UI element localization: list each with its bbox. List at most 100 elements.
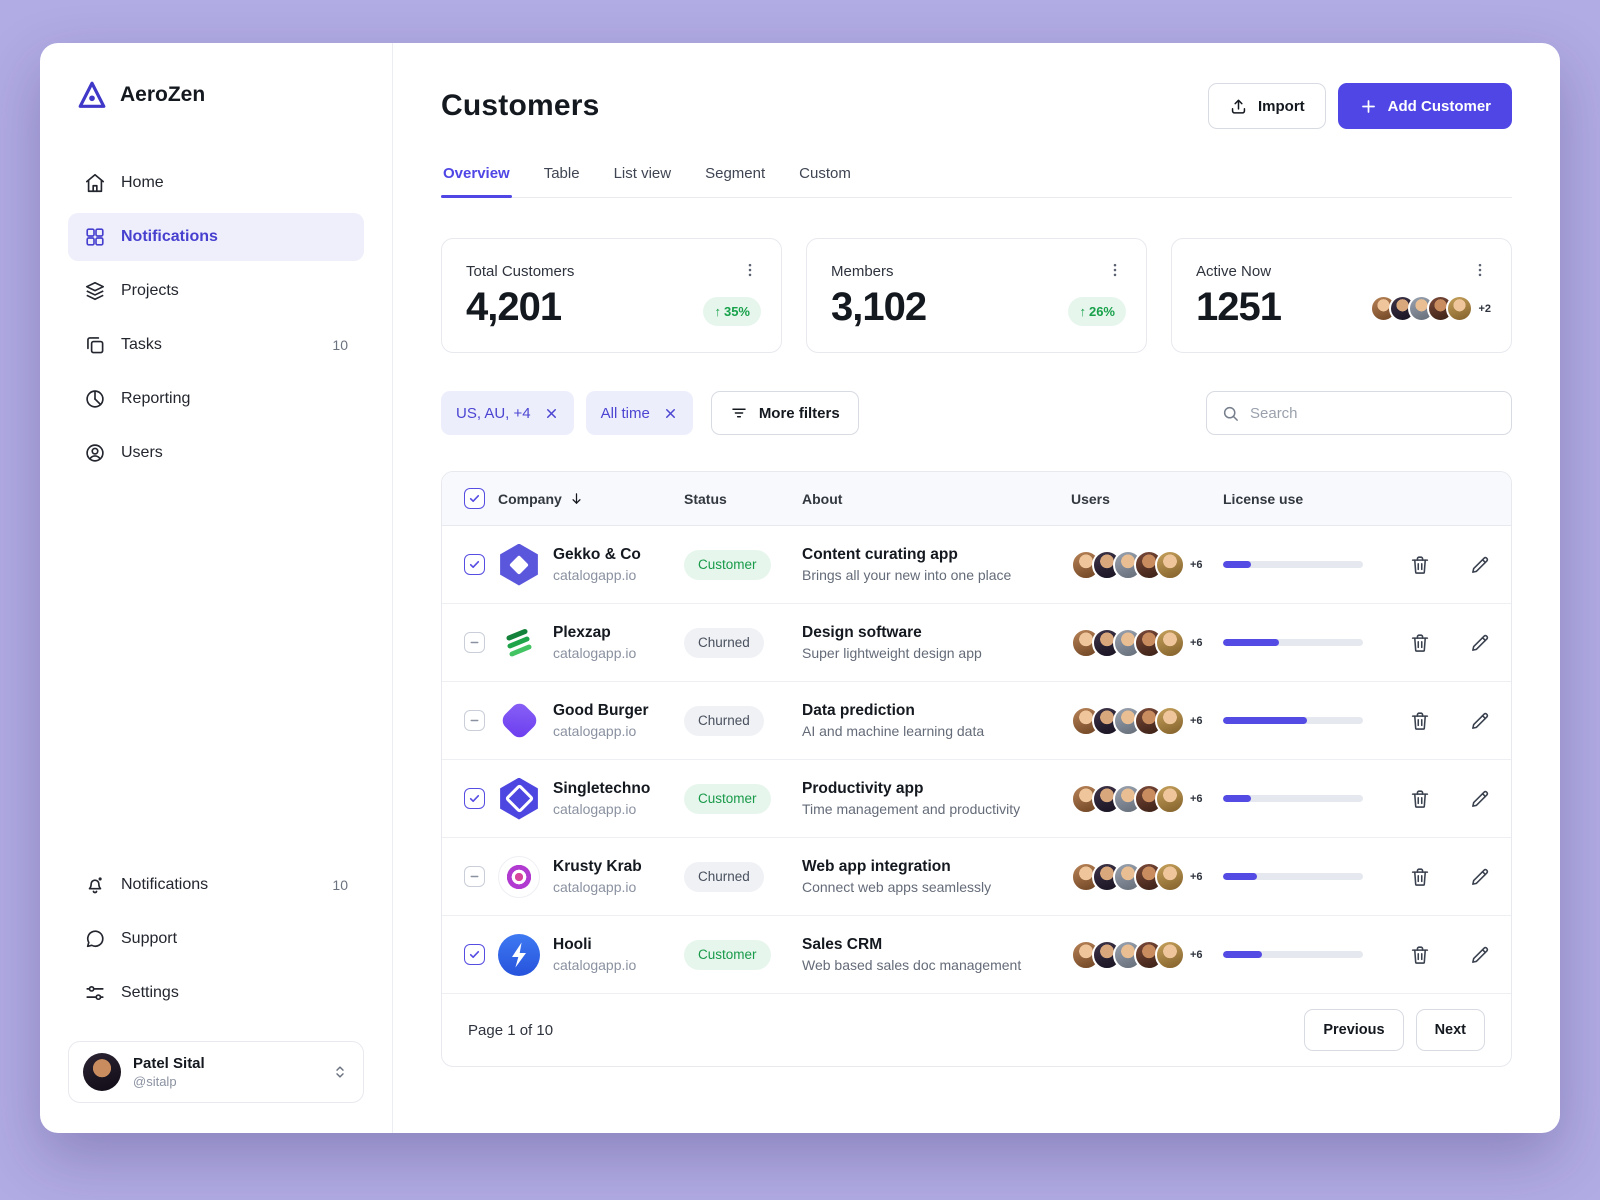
edit-button[interactable] [1469,788,1491,810]
user-menu[interactable]: Patel Sital @sitalp [68,1041,364,1103]
company-name: Plexzap [553,624,611,641]
avatar-stack [1071,939,1185,970]
sidebar-item-notifications[interactable]: Notifications [68,213,364,261]
row-checkbox[interactable] [464,865,485,887]
column-header-company[interactable]: Company [498,490,562,507]
about-title: Data prediction [802,702,915,719]
delete-button[interactable] [1409,554,1431,576]
sidebar-item-home[interactable]: Home [68,159,364,207]
avatar-stack [1071,549,1185,580]
import-button[interactable]: Import [1207,83,1326,129]
stat-value: 1251 [1196,285,1282,329]
tab-segment[interactable]: Segment [705,165,766,182]
about-subtitle: Connect web apps seamlessly [802,879,992,895]
tab-custom[interactable]: Custom [799,165,851,182]
delete-button[interactable] [1409,710,1431,732]
company-cell[interactable]: Good Burger catalogapp.io [498,700,684,742]
license-progress-fill [1223,561,1251,568]
search-box[interactable] [1206,391,1512,435]
search-input[interactable] [1250,404,1497,422]
row-checkbox[interactable] [464,787,485,809]
more-filters-button[interactable]: More filters [710,391,859,435]
kebab-menu-icon[interactable] [739,259,761,281]
kebab-menu-icon[interactable] [1104,259,1126,281]
select-all-checkbox[interactable] [464,488,485,509]
tab-table[interactable]: Table [543,165,580,182]
company-cell[interactable]: Gekko & Co catalogapp.io [498,543,684,586]
delete-button[interactable] [1409,944,1431,966]
notifications-count-badge: 10 [332,877,348,893]
table-row: Plexzap catalogapp.io Churned Design sof… [442,604,1511,682]
edit-button[interactable] [1469,554,1491,576]
filter-chip-region[interactable]: US, AU, +4 [441,391,574,435]
column-header-about[interactable]: About [802,490,843,507]
delete-button[interactable] [1409,632,1431,654]
company-logo [498,933,540,976]
close-icon[interactable] [663,406,678,421]
row-checkbox[interactable] [464,631,485,653]
about-subtitle: Time management and productivity [802,801,1021,817]
license-progress-fill [1223,717,1307,724]
filter-chip-time[interactable]: All time [585,391,693,435]
company-logo [498,700,540,742]
edit-button[interactable] [1469,710,1491,732]
sidebar-item-label: Settings [121,984,179,1001]
pie-chart-icon [84,388,106,410]
company-cell[interactable]: Krusty Krab catalogapp.io [498,855,684,898]
column-header-status[interactable]: Status [684,490,727,507]
brand-name: AeroZen [120,83,206,106]
sidebar-item-reporting[interactable]: Reporting [68,375,364,423]
stat-card-active-now: Active Now 1251 +2 [1171,238,1512,353]
sidebar-item-projects[interactable]: Projects [68,267,364,315]
sidebar-item-support[interactable]: Support [68,915,364,963]
edit-button[interactable] [1469,632,1491,654]
column-header-users[interactable]: Users [1071,490,1110,507]
previous-page-button[interactable]: Previous [1304,1009,1404,1051]
next-page-button[interactable]: Next [1415,1009,1485,1051]
license-progress-bar [1223,717,1363,724]
chat-bubble-icon [84,928,106,950]
license-progress-fill [1223,795,1251,802]
table-footer: Page 1 of 10 Previous Next [442,994,1511,1066]
company-cell[interactable]: Hooli catalogapp.io [498,933,684,976]
sort-descending-icon[interactable] [569,491,584,506]
avatar [1155,549,1185,580]
sidebar-item-settings[interactable]: Settings [68,969,364,1017]
active-users-avatar-stack: +2 [1370,295,1491,322]
about-title: Sales CRM [802,936,883,953]
sidebar-item-label: Reporting [121,390,191,407]
avatar [1155,627,1185,658]
edit-button[interactable] [1469,866,1491,888]
about-title: Web app integration [802,858,951,875]
dashboard-grid-icon [84,226,106,248]
kebab-menu-icon[interactable] [1469,259,1491,281]
sidebar-item-users[interactable]: Users [68,429,364,477]
delete-button[interactable] [1409,866,1431,888]
company-logo [498,622,540,664]
avatar [1155,861,1185,892]
row-checkbox[interactable] [464,943,485,965]
tab-list-view[interactable]: List view [613,165,672,182]
status-badge: Customer [684,783,771,814]
tasks-count-badge: 10 [332,337,348,353]
stat-card-total-customers: Total Customers 4,201 35% [441,238,782,353]
edit-button[interactable] [1469,944,1491,966]
company-logo [498,855,540,898]
close-icon[interactable] [544,406,559,421]
row-checkbox[interactable] [464,709,485,731]
delete-button[interactable] [1409,788,1431,810]
add-customer-button[interactable]: Add Customer [1337,83,1512,129]
layers-icon [84,280,106,302]
import-label: Import [1257,97,1305,115]
sidebar-item-label: Notifications [121,876,209,893]
status-badge: Churned [684,861,764,892]
sidebar-item-tasks[interactable]: Tasks 10 [68,321,364,369]
sidebar-item-label: Notifications [121,228,218,245]
sidebar-item-notifications-bottom[interactable]: Notifications 10 [68,861,364,909]
company-cell[interactable]: Plexzap catalogapp.io [498,622,684,664]
page-indicator: Page 1 of 10 [468,1021,554,1039]
company-cell[interactable]: Singletechno catalogapp.io [498,777,684,820]
row-checkbox[interactable] [464,553,485,575]
tab-overview[interactable]: Overview [441,165,512,198]
column-header-license[interactable]: License use [1223,490,1304,507]
